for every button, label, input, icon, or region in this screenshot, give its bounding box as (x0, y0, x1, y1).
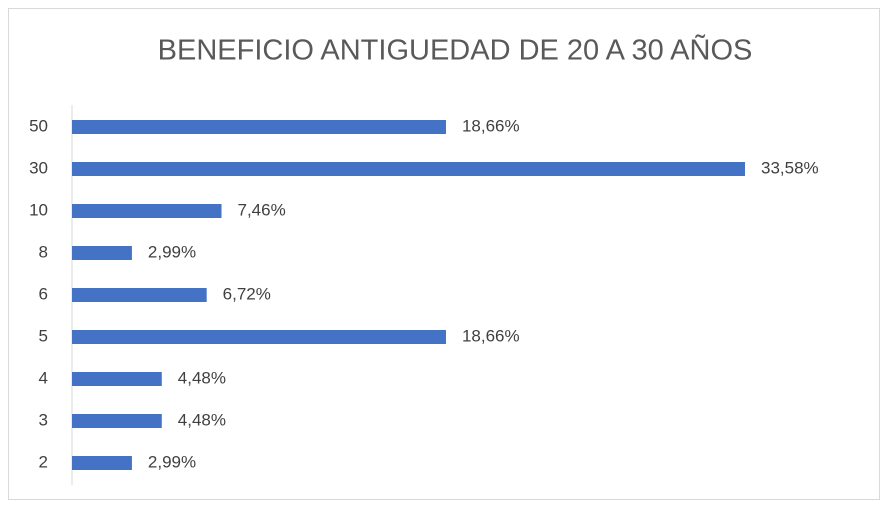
y-tick-label: 50 (29, 116, 48, 135)
y-tick-label: 4 (39, 368, 48, 387)
bar (72, 162, 745, 176)
bar (72, 288, 207, 302)
y-tick-label: 2 (39, 452, 48, 471)
value-label: 2,99% (148, 242, 196, 261)
bar (72, 414, 162, 428)
bar (72, 204, 222, 218)
value-label: 18,66% (462, 116, 520, 135)
bar (72, 330, 446, 344)
bar (72, 120, 446, 134)
y-tick-label: 3 (39, 410, 48, 429)
y-tick-label: 30 (29, 158, 48, 177)
value-label: 6,72% (223, 284, 271, 303)
value-label: 33,58% (761, 158, 819, 177)
y-tick-label: 10 (29, 200, 48, 219)
value-label: 7,46% (238, 200, 286, 219)
chart-title: BENEFICIO ANTIGUEDAD DE 20 A 30 AÑOS (158, 33, 753, 67)
bar (72, 456, 132, 470)
bar (72, 246, 132, 260)
value-label: 4,48% (178, 368, 226, 387)
y-tick-label: 6 (39, 284, 48, 303)
bar (72, 372, 162, 386)
value-label: 18,66% (462, 326, 520, 345)
value-label: 2,99% (148, 452, 196, 471)
y-tick-label: 8 (39, 242, 48, 261)
value-label: 4,48% (178, 410, 226, 429)
y-tick-label: 5 (39, 326, 48, 345)
